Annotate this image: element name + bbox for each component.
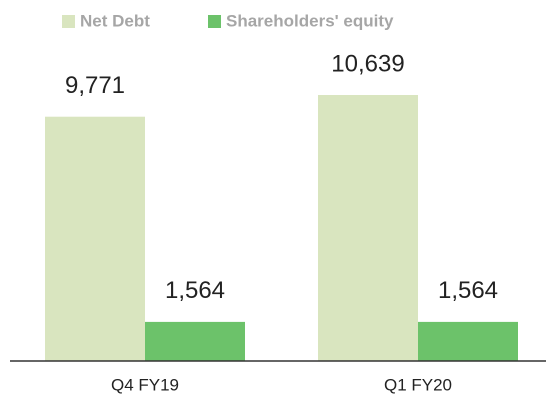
bar [418, 321, 518, 361]
value-label: 1,564 [438, 277, 498, 304]
value-label: 10,639 [331, 50, 404, 77]
legend-swatch [62, 15, 75, 28]
legend-label: Shareholders' equity [226, 11, 394, 30]
x-tick-label: Q4 FY19 [111, 375, 179, 394]
bar [318, 95, 418, 361]
bar [45, 116, 145, 361]
x-tick-label: Q1 FY20 [384, 375, 452, 394]
bar [145, 321, 245, 361]
legend-label: Net Debt [80, 11, 150, 30]
legend-swatch [208, 15, 221, 28]
value-label: 9,771 [65, 72, 125, 99]
value-label: 1,564 [165, 277, 225, 304]
